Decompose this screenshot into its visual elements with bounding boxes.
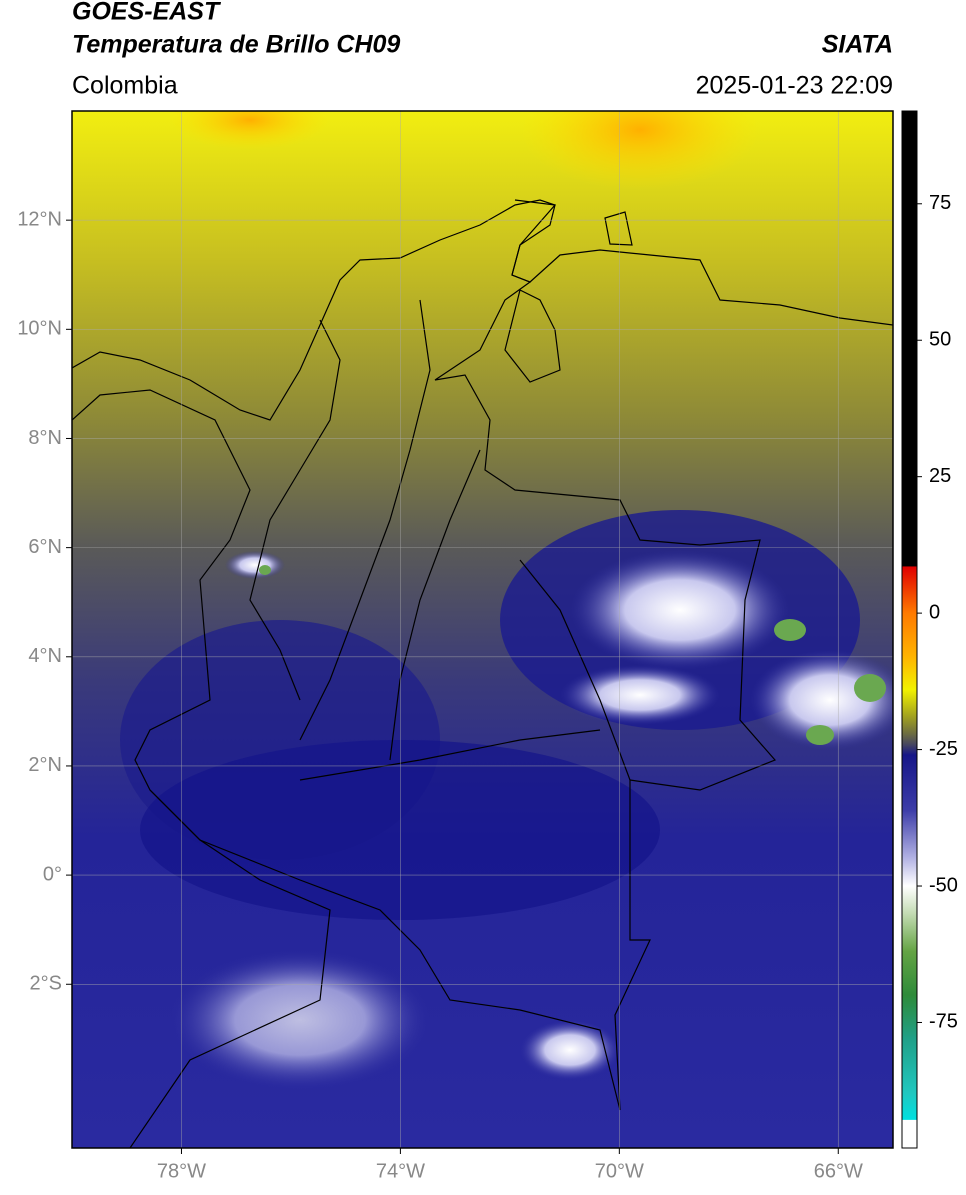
title: GOES-EAST (72, 0, 222, 26)
cloud (520, 1020, 620, 1080)
y-tick-label: 8°N (28, 427, 62, 449)
cloud (750, 650, 893, 750)
cloud (570, 550, 790, 670)
colorbar (901, 110, 918, 1149)
y-tick-label: 2°S (30, 973, 62, 995)
colorbar-tick-label: -50 (929, 874, 958, 896)
lake (504, 289, 561, 383)
y-tick-label: 0° (43, 863, 62, 885)
subtitle: Temperatura de Brillo CH09 (72, 31, 400, 59)
cloud (560, 665, 720, 725)
colorbar-tick-label: 0 (929, 601, 940, 623)
map-frame (71, 110, 894, 1149)
colorbar-tick-label: 25 (929, 465, 951, 487)
x-tick-label: 66°W (814, 1160, 863, 1182)
country-border (72, 199, 777, 1111)
y-tick-label: 10°N (17, 318, 62, 340)
cold-core (774, 619, 806, 641)
imagery (72, 111, 893, 1148)
warm-area (520, 111, 760, 190)
x-tick-label: 70°W (595, 1160, 644, 1182)
colorbar-tick-label: -25 (929, 738, 958, 760)
y-tick-label: 4°N (28, 645, 62, 667)
cold-core (806, 725, 834, 745)
colorbar-tick-label: 50 (929, 329, 951, 351)
colorbar-tick-label: 75 (929, 192, 951, 214)
cloud (170, 950, 430, 1090)
cold-area (140, 740, 660, 920)
department-border (249, 299, 631, 781)
x-tick-label: 74°W (376, 1160, 425, 1182)
colorbar-tick-label: -75 (929, 1011, 958, 1033)
y-tick-label: 6°N (28, 536, 62, 558)
x-tick-label: 78°W (157, 1160, 206, 1182)
y-tick-label: 2°N (28, 754, 62, 776)
coastline (511, 199, 893, 326)
timestamp: 2025-01-23 22:09 (696, 72, 893, 100)
country-border (129, 789, 331, 1148)
region: Colombia (72, 72, 178, 100)
cloud (225, 551, 285, 579)
y-tick-label: 12°N (17, 208, 62, 230)
cold-core (854, 674, 886, 702)
warm-area (170, 111, 330, 150)
source: SIATA (822, 31, 893, 59)
grid (72, 111, 893, 1148)
coastline (604, 211, 633, 246)
cold-core (259, 565, 271, 575)
